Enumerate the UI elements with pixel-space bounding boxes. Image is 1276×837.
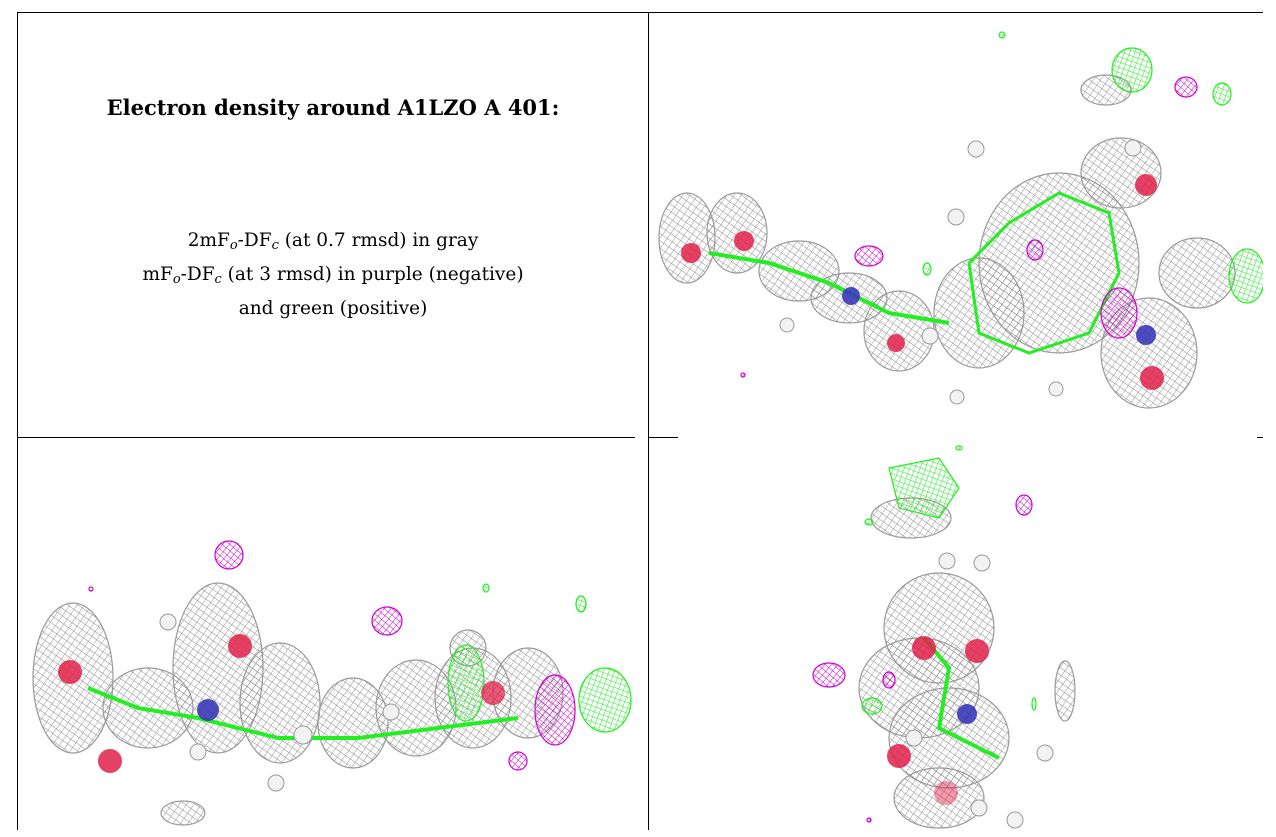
legend-line-positive: and green (positive) [238,298,428,320]
atom-spheres [58,613,505,792]
green-positive-density [708,31,1263,355]
purple-negative-density [740,76,1198,378]
top-right-view [649,13,1263,437]
row-divider-end [1257,437,1263,438]
bottom-right-view [649,438,1263,830]
bottom-left-view [18,438,648,830]
atom-spheres [681,139,1164,405]
density-render-3 [812,445,1076,829]
legend-panel: Electron density around A1LZO A 401: 2mF… [18,13,648,437]
purple-negative-density [88,540,576,771]
legend-text: 2mFo-DFc (at 0.7 rmsd) in gray mFo-DFc (… [18,226,648,323]
green-positive-density [87,583,632,740]
density-render-1 [658,31,1263,409]
figure-title: Electron density around A1LZO A 401: [106,95,560,120]
purple-negative-density [812,494,1033,823]
gray-density-mesh [858,497,1076,829]
row-divider-right [648,437,678,438]
left-border [17,12,18,830]
gray-density-mesh [32,582,564,826]
legend-line-gray: 2mFo-DFc (at 0.7 rmsd) in gray [187,230,479,254]
atom-spheres [887,552,1054,829]
legend-line-difference: mFo-DFc (at 3 rmsd) in purple (negative) [142,264,524,288]
green-positive-density [861,445,1037,760]
middle-divider [648,12,649,830]
top-border [17,12,1263,13]
figure-frame: Electron density around A1LZO A 401: 2mF… [17,12,1263,830]
density-render-2 [32,540,632,826]
row-divider-left [17,437,635,438]
